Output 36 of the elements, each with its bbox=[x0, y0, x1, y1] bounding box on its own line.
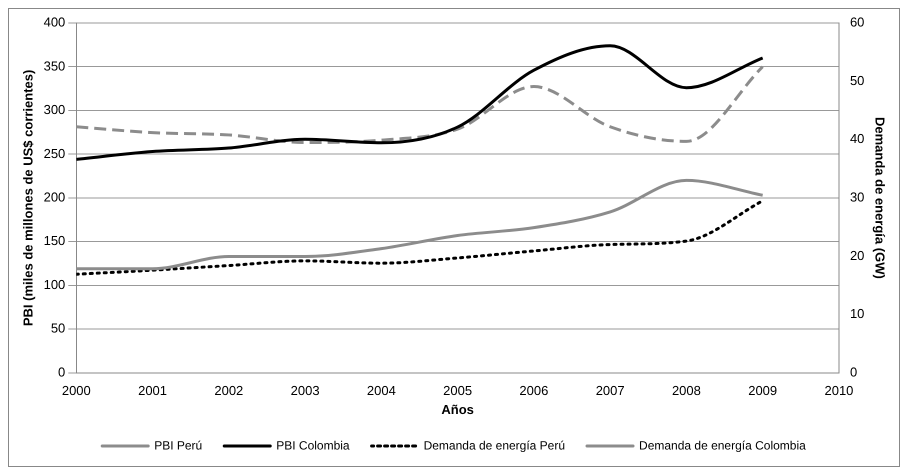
y-tick-label: 50 bbox=[50, 320, 66, 336]
legend-label: Demanda de energía Colombia bbox=[639, 438, 806, 452]
legend-label: Demanda de energía Perú bbox=[424, 438, 566, 452]
x-axis-title: Años bbox=[441, 402, 474, 417]
x-tick-label: 2000 bbox=[62, 383, 91, 398]
x-tick-label: 2009 bbox=[748, 383, 778, 398]
x-tick-label: 2006 bbox=[519, 383, 548, 398]
y-axis-title: PBI (miles de millones de US$ corrientes) bbox=[20, 70, 36, 326]
y-tick-label: 150 bbox=[44, 233, 66, 248]
x-tick-label: 2008 bbox=[672, 383, 701, 398]
x-tick-label: 2004 bbox=[366, 383, 396, 398]
y2-tick-label: 60 bbox=[850, 14, 864, 30]
y-tick-label: 300 bbox=[44, 102, 66, 118]
y2-axis-title: Demanda de energía (GW) bbox=[872, 116, 888, 279]
x-tick-label: 2003 bbox=[290, 383, 320, 398]
y-tick-label: 200 bbox=[44, 189, 66, 204]
y-tick-label: 400 bbox=[44, 14, 66, 30]
x-tick-label: 2007 bbox=[596, 383, 625, 398]
x-tick-label: 2001 bbox=[138, 383, 168, 398]
y2-tick-label: 40 bbox=[850, 131, 864, 146]
x-tick-label: 2005 bbox=[443, 383, 472, 398]
x-tick-label: 2010 bbox=[824, 383, 854, 398]
x-tick-label: 2002 bbox=[214, 383, 244, 398]
line-series bbox=[76, 199, 764, 276]
y-tick-label: 100 bbox=[44, 276, 66, 292]
y2-tick-label: 10 bbox=[850, 306, 864, 322]
y2-tick-label: 30 bbox=[850, 189, 864, 204]
line-series bbox=[76, 44, 764, 161]
y2-tick-label: 0 bbox=[850, 364, 858, 380]
y-tick-label: 350 bbox=[44, 58, 66, 74]
y2-tick-label: 50 bbox=[850, 72, 864, 88]
y-tick-label: 0 bbox=[58, 364, 66, 380]
legend-label: PBI Perú bbox=[154, 438, 202, 452]
y-tick-label: 250 bbox=[44, 146, 66, 161]
y2-tick-label: 20 bbox=[850, 248, 864, 263]
legend-label: PBI Colombia bbox=[276, 438, 350, 452]
